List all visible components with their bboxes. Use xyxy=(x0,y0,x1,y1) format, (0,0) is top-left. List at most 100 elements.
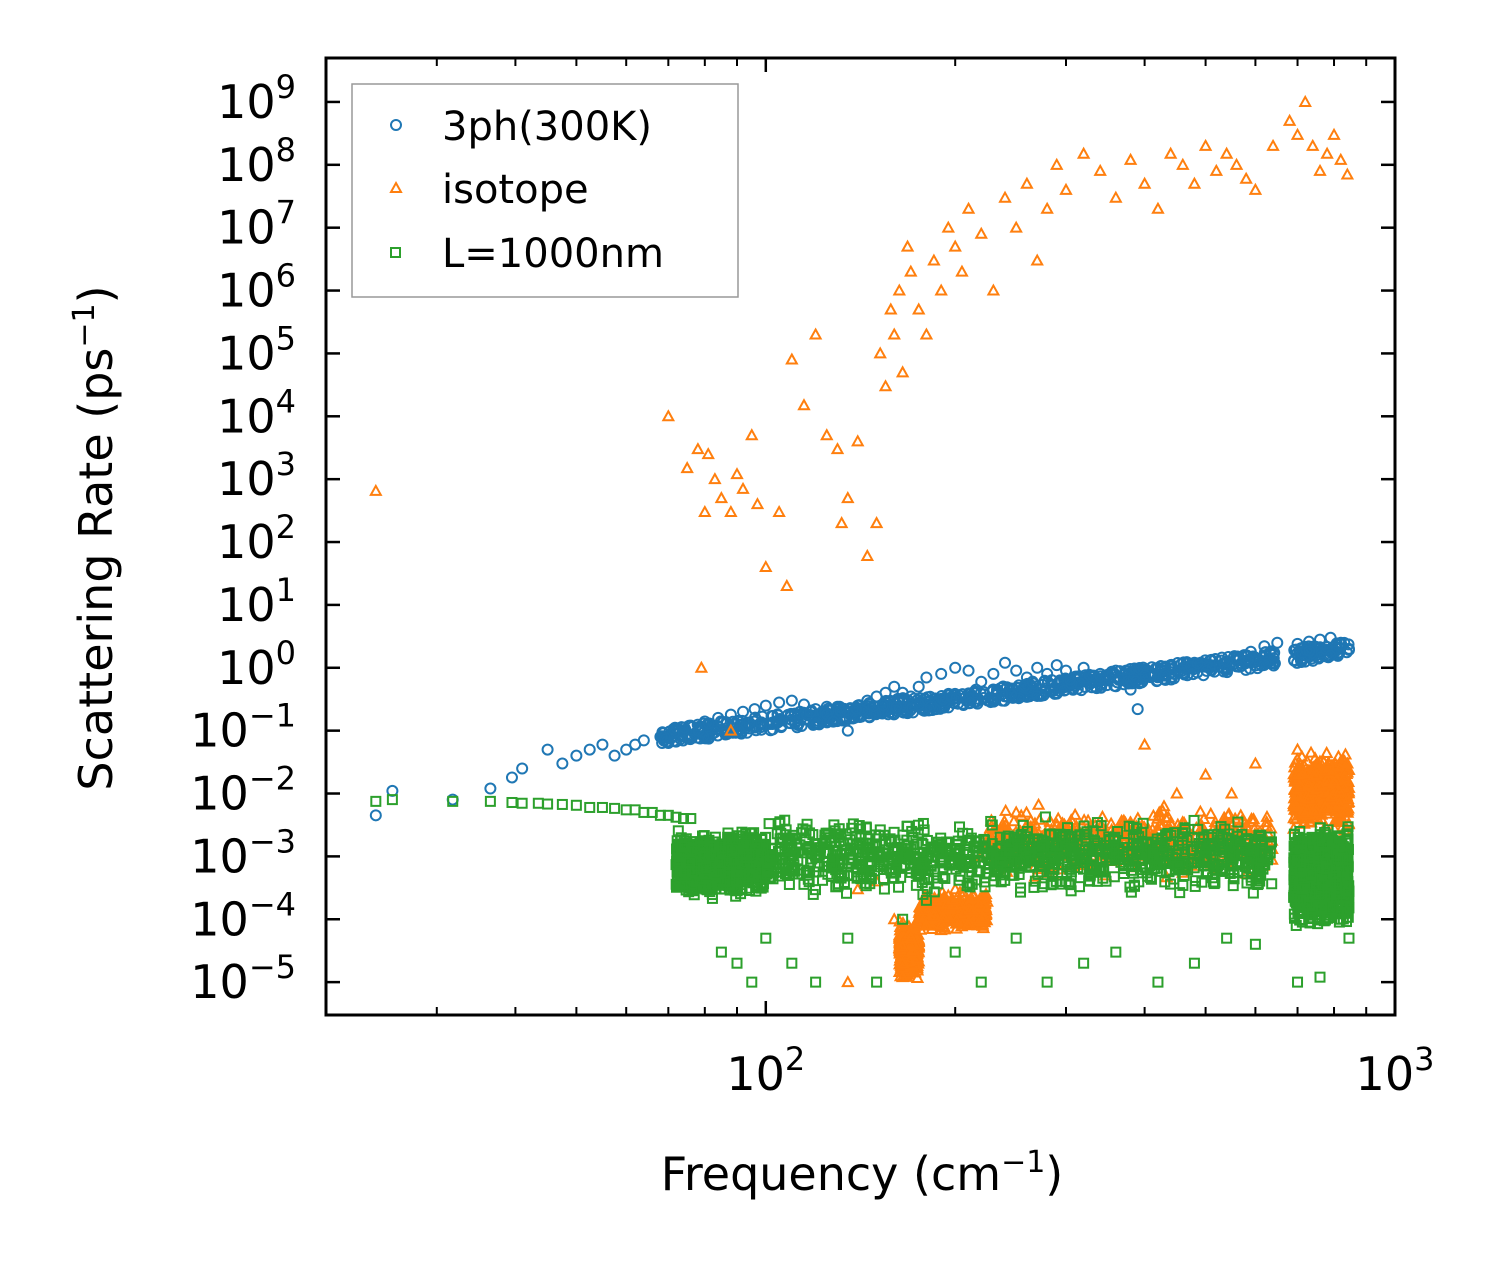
data-point-3ph-trend xyxy=(766,718,779,731)
data-point-isotope xyxy=(691,442,705,455)
data-point-isotope xyxy=(745,428,759,441)
data-point-isotope xyxy=(724,723,738,736)
data-point-3ph xyxy=(484,782,497,795)
data-point-3ph-trend xyxy=(677,734,690,747)
data-point-3ph-trend xyxy=(1258,649,1271,662)
data-point-3ph-trend xyxy=(1303,645,1316,658)
data-point-isotope xyxy=(830,442,845,455)
data-point-isotope xyxy=(873,346,887,359)
data-point-isotope-band3 xyxy=(1321,755,1336,768)
data-point-isotope-band2 xyxy=(1193,804,1208,817)
data-point-isotope xyxy=(986,283,1001,296)
data-point-3ph-trend xyxy=(856,704,869,717)
data-point-isotope-band3 xyxy=(1287,811,1301,824)
data-point-3ph-trend xyxy=(692,725,705,738)
data-point-3ph-trend xyxy=(964,696,977,709)
data-point-3ph-trend xyxy=(1034,689,1047,702)
data-point-isotope-band3 xyxy=(1301,791,1316,804)
data-point-isotope-band3 xyxy=(1289,787,1304,800)
data-point-3ph xyxy=(556,757,569,770)
data-point-isotope-band2 xyxy=(1007,814,1021,827)
data-point-isotope xyxy=(1290,127,1305,140)
data-point-isotope-band3 xyxy=(1322,792,1337,805)
data-point-isotope xyxy=(904,264,918,277)
data-point-isotope-band3 xyxy=(1318,800,1332,813)
data-point-isotope xyxy=(1076,146,1091,159)
data-marks xyxy=(369,94,1356,988)
data-point-isotope xyxy=(998,190,1012,203)
data-point-isotope xyxy=(1059,182,1073,195)
data-point-isotope-band0 xyxy=(895,939,910,952)
data-point-isotope-band3 xyxy=(1319,745,1334,758)
data-point-3ph xyxy=(620,743,633,756)
data-point-3ph xyxy=(962,664,975,677)
data-point-isotope xyxy=(1309,767,1324,780)
data-point-3ph-trend xyxy=(700,730,713,743)
data-point-3ph-trend xyxy=(714,715,727,728)
data-point-isotope-band1 xyxy=(945,892,960,905)
data-point-isotope-band1 xyxy=(973,913,987,926)
data-point-isotope xyxy=(1020,176,1034,189)
data-point-isotope xyxy=(934,283,948,296)
data-point-isotope xyxy=(708,472,722,485)
data-point-isotope-band3 xyxy=(1336,805,1351,818)
data-point-isotope xyxy=(694,660,709,673)
data-point-3ph-trend xyxy=(850,703,863,716)
data-point-isotope-band2 xyxy=(1104,816,1118,829)
data-point-isotope-band3 xyxy=(1297,814,1311,827)
data-point-isotope xyxy=(1009,805,1023,818)
data-point-isotope xyxy=(948,239,962,252)
data-point-isotope-band1 xyxy=(924,910,938,923)
data-point-isotope xyxy=(974,226,988,239)
data-point-isotope-band1 xyxy=(964,890,979,903)
data-point-isotope xyxy=(759,559,773,573)
data-point-3ph-trend xyxy=(965,689,978,702)
data-point-3ph-trend xyxy=(890,701,903,714)
data-point-isotope-band3 xyxy=(1294,779,1308,792)
data-point-3ph-trend xyxy=(1064,673,1077,686)
data-point-isotope-band2 xyxy=(1159,811,1173,824)
data-point-l1000nm-band1 xyxy=(893,881,905,893)
data-point-3ph-trend xyxy=(1200,664,1213,677)
data-point-3ph-trend xyxy=(1213,660,1226,673)
data-point-isotope-band3 xyxy=(1291,767,1306,780)
data-point-3ph-trend xyxy=(1342,638,1355,651)
data-point-isotope-band3 xyxy=(1322,803,1336,816)
data-point-isotope-band2 xyxy=(1246,814,1260,827)
data-point-3ph xyxy=(841,724,854,737)
data-point-3ph-trend xyxy=(1158,668,1171,681)
data-point-isotope-band1 xyxy=(962,896,977,909)
data-point-isotope-band3 xyxy=(1300,766,1314,779)
data-point-3ph-trend xyxy=(772,714,785,727)
data-point-isotope-band3 xyxy=(1304,745,1318,758)
data-point-isotope-band2 xyxy=(1019,805,1034,818)
data-point-3ph-trend xyxy=(1109,680,1122,693)
data-point-3ph-trend xyxy=(743,716,756,729)
data-point-3ph-trend xyxy=(1165,658,1178,671)
data-point-isotope xyxy=(1109,190,1123,203)
data-point-isotope-band0 xyxy=(910,970,925,984)
data-point-isotope-band3 xyxy=(1338,747,1353,760)
data-point-isotope xyxy=(1224,786,1239,799)
data-point-isotope xyxy=(730,467,744,480)
data-point-isotope xyxy=(1137,176,1152,189)
data-point-3ph-trend xyxy=(953,689,966,702)
data-point-3ph-trend xyxy=(1121,675,1134,688)
data-point-3ph-trend xyxy=(1251,662,1264,675)
data-point-isotope-band3 xyxy=(1325,789,1340,802)
data-point-3ph xyxy=(541,743,554,756)
data-point-3ph xyxy=(1010,664,1023,677)
data-point-isotope xyxy=(785,352,799,365)
data-point-3ph-trend xyxy=(1058,684,1071,697)
data-point-isotope-band3 xyxy=(1306,768,1321,781)
data-point-3ph-trend xyxy=(906,702,919,715)
data-point-3ph xyxy=(912,680,925,693)
data-point-3ph-trend xyxy=(891,692,904,705)
data-point-3ph xyxy=(1050,659,1063,672)
data-point-3ph-trend xyxy=(1139,669,1152,682)
data-point-isotope-band0 xyxy=(902,936,916,949)
data-point-isotope-band1 xyxy=(949,913,964,926)
data-point-isotope-band1 xyxy=(934,923,948,936)
data-point-3ph xyxy=(785,694,798,707)
data-point-isotope-band3 xyxy=(1293,757,1308,770)
